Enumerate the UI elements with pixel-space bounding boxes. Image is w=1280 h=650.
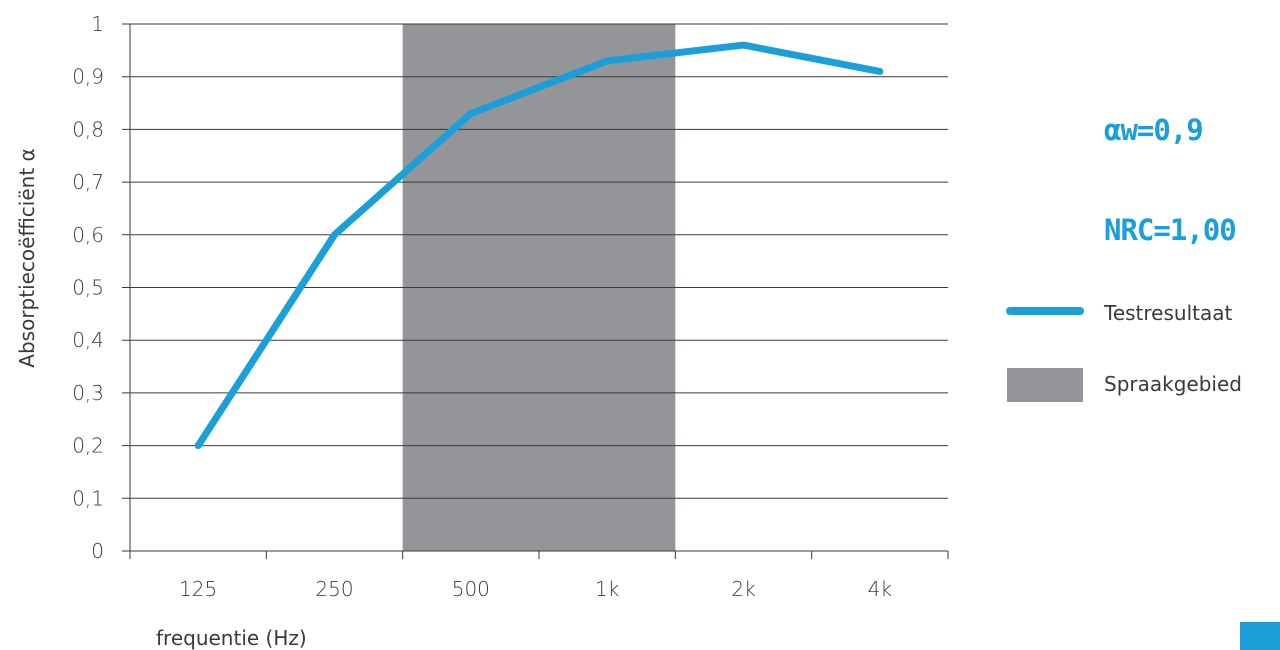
x-tick-label: 4k bbox=[868, 577, 892, 601]
legend-area-swatch bbox=[1007, 368, 1083, 402]
y-tick-label: 0,2 bbox=[72, 434, 104, 458]
y-tick-label: 0,1 bbox=[72, 486, 104, 510]
x-tick-label: 2k bbox=[731, 577, 755, 601]
y-tick-label: 0,6 bbox=[72, 223, 104, 247]
y-tick-label: 0 bbox=[91, 539, 104, 563]
y-tick-label: 0,3 bbox=[72, 381, 104, 405]
x-tick-label: 1k bbox=[595, 577, 619, 601]
x-axis-title: frequentie (Hz) bbox=[156, 626, 307, 650]
x-axis-tick-labels: 125 250 500 1k 2k 4k bbox=[179, 577, 892, 601]
y-tick-label: 0,5 bbox=[72, 276, 104, 300]
x-tick-label: 125 bbox=[179, 577, 217, 601]
y-axis-title: Absorptiecoëfficiënt α bbox=[15, 148, 39, 367]
corner-square bbox=[1240, 622, 1280, 650]
y-tick-label: 1 bbox=[91, 12, 104, 36]
y-axis-tick-labels: 0 0,1 0,2 0,3 0,4 0,5 0,6 0,7 0,8 0,9 1 bbox=[72, 12, 104, 563]
x-axis-ticks bbox=[129, 551, 949, 559]
alpha-w-value: αw=0,9 bbox=[1104, 113, 1204, 147]
grid-lines bbox=[122, 23, 948, 552]
legend-label-testresultaat: Testresultaat bbox=[1104, 301, 1233, 325]
y-tick-label: 0,7 bbox=[72, 170, 104, 194]
legend-line-swatch bbox=[1006, 307, 1084, 315]
series-line-testresultaat bbox=[194, 41, 884, 450]
x-tick-label: 500 bbox=[452, 577, 490, 601]
x-tick-label: 250 bbox=[315, 577, 353, 601]
y-tick-label: 0,8 bbox=[72, 117, 104, 141]
nrc-value: NRC=1,00 bbox=[1104, 213, 1237, 247]
y-tick-label: 0,9 bbox=[72, 65, 104, 89]
y-tick-label: 0,4 bbox=[72, 328, 104, 352]
legend-label-spraakgebied: Spraakgebied bbox=[1104, 372, 1242, 396]
